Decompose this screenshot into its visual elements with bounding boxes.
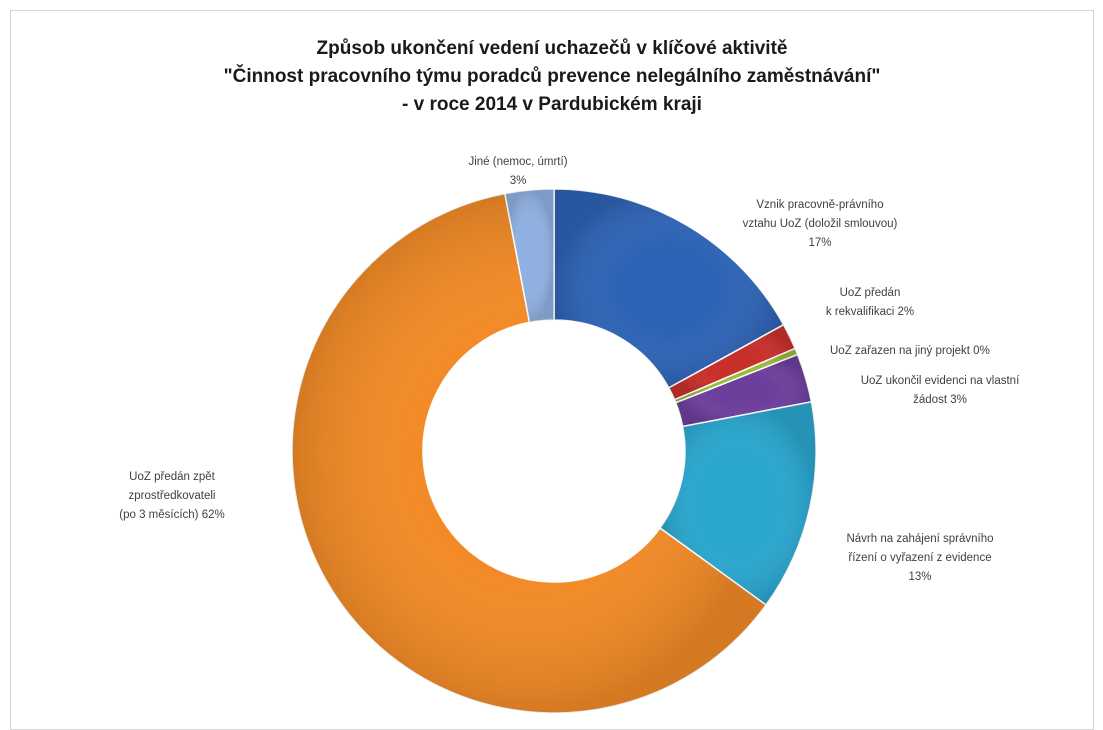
data-label-1: Vznik pracovně-právního vztahu UoZ (dolož…: [743, 199, 898, 249]
data-label-2-line-2: k rekvalifikaci 2%: [826, 306, 914, 318]
data-label-3: UoZ zařazen na jiný projekt 0%: [830, 345, 990, 357]
slices-group: [292, 189, 816, 713]
data-label-4: UoZ ukončil evidenci na vlastní žádost 3%: [861, 375, 1020, 406]
data-label-5-line-2: řízení o vyřazení z evidence: [848, 552, 991, 564]
data-label-4-line-2: žádost 3%: [913, 394, 967, 406]
data-label-4-line-1: UoZ ukončil evidenci na vlastní: [861, 375, 1020, 387]
data-label-7: Jiné (nemoc, úmrtí) 3%: [468, 156, 567, 187]
data-label-5-line-1: Návrh na zahájení správního: [846, 533, 993, 545]
data-label-2: UoZ předán k rekvalifikaci 2%: [826, 287, 914, 318]
data-label-6: UoZ předán zpět zprostředkovateli (po 3 mě…: [119, 471, 224, 521]
data-label-6-line-1: UoZ předán zpět: [129, 471, 215, 483]
data-label-7-line-1: Jiné (nemoc, úmrtí): [468, 156, 567, 168]
data-label-1-line-1: Vznik pracovně-právního: [756, 199, 883, 211]
data-label-6-line-2: zprostředkovateli: [129, 490, 216, 502]
data-label-3-line-1: UoZ zařazen na jiný projekt 0%: [830, 345, 990, 357]
data-label-1-line-2: vztahu UoZ (doložil smlouvou): [743, 218, 898, 230]
data-label-2-line-1: UoZ předán: [840, 287, 901, 299]
data-label-5-line-3: 13%: [908, 571, 931, 583]
data-label-6-line-3: (po 3 měsících) 62%: [119, 509, 224, 521]
data-label-5: Návrh na zahájení správního řízení o vyřa…: [846, 533, 993, 583]
data-label-7-line-2: 3%: [510, 175, 527, 187]
data-label-1-line-3: 17%: [808, 237, 831, 249]
